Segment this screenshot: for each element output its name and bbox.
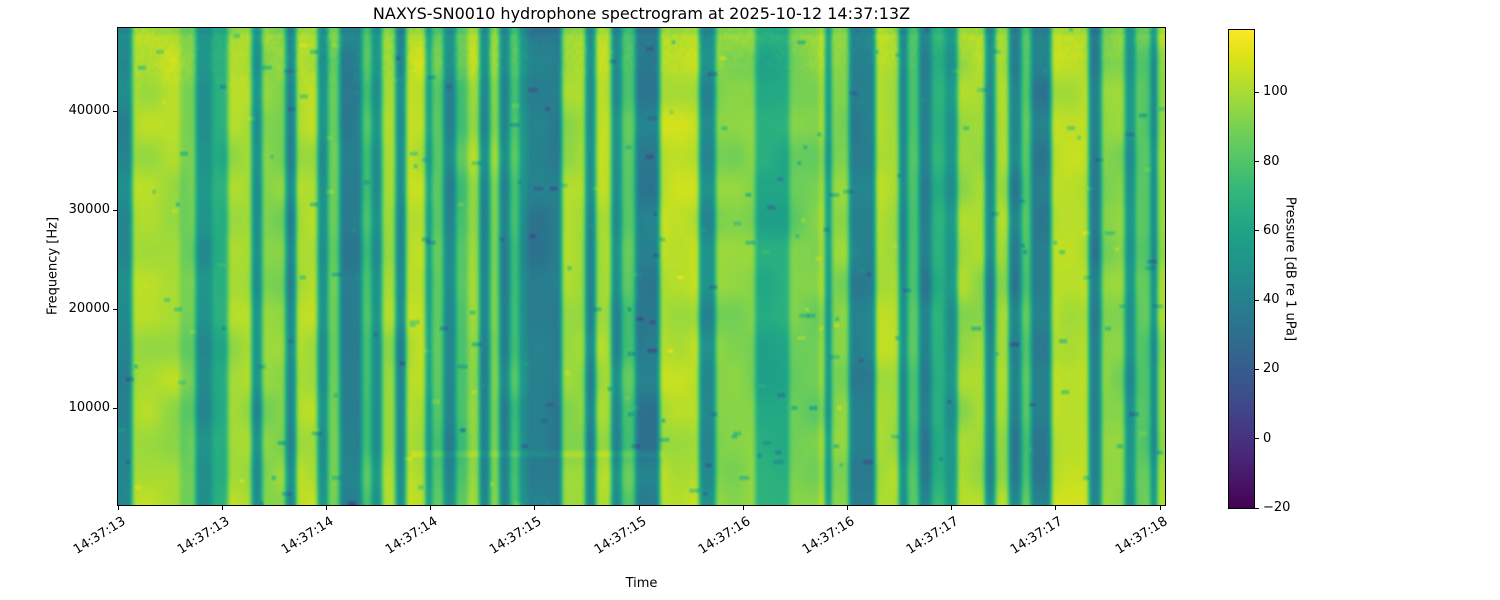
colorbar-tick-label: 0 [1263,430,1272,446]
colorbar-tick-mark [1255,91,1259,93]
colorbar-tick-label: 60 [1263,222,1280,238]
colorbar-tick-label: 80 [1263,153,1280,169]
colorbar [1228,29,1255,509]
y-tick-label: 10000 [68,400,110,416]
x-tick-mark [638,506,640,510]
chart-title: NAXYS-SN0010 hydrophone spectrogram at 2… [372,4,911,23]
y-tick-label: 30000 [68,202,110,218]
x-tick-mark [325,506,327,510]
x-tick-mark [534,506,536,510]
x-tick-label: 14:37:16 [695,514,754,558]
colorbar-tick-mark [1255,438,1259,440]
y-tick-label: 40000 [68,103,110,119]
x-tick-label: 14:37:14 [278,514,337,558]
y-tick-mark [113,308,117,310]
x-tick-mark [1159,506,1161,510]
colorbar-tick-label: 40 [1263,292,1280,308]
colorbar-tick-mark [1255,368,1259,370]
colorbar-tick-label: −20 [1263,500,1291,515]
x-tick-label: 14:37:17 [904,514,962,558]
x-tick-label: 14:37:18 [1112,514,1170,558]
colorbar-tick-mark [1255,230,1259,232]
y-tick-mark [113,209,117,211]
plot-frame [117,27,1166,506]
x-tick-mark [951,506,953,510]
colorbar-tick-label: 20 [1263,361,1280,377]
x-tick-label: 14:37:17 [1008,514,1066,558]
colorbar-label: Pressure [dB re 1 uPa] [1282,196,1298,342]
x-tick-mark [742,506,744,510]
x-tick-mark [117,506,119,510]
x-tick-mark [1055,506,1057,510]
colorbar-tick-mark [1255,299,1259,301]
y-tick-mark [113,110,117,112]
colorbar-tick-mark [1255,161,1259,163]
x-tick-label: 14:37:14 [383,514,441,558]
x-axis-label: Time [625,576,658,591]
x-tick-label: 14:37:15 [487,514,545,558]
x-tick-label: 14:37:13 [174,514,233,558]
y-tick-mark [113,407,117,409]
x-tick-mark [430,506,432,510]
x-tick-mark [221,506,223,510]
colorbar-tick-label: 100 [1263,84,1288,100]
x-tick-label: 14:37:16 [799,514,858,558]
spectrogram-image [118,28,1165,505]
x-tick-mark [846,506,848,510]
x-tick-label: 14:37:13 [70,514,128,558]
x-tick-label: 14:37:15 [591,514,649,558]
y-tick-label: 20000 [68,301,110,317]
colorbar-tick-mark [1255,507,1259,509]
